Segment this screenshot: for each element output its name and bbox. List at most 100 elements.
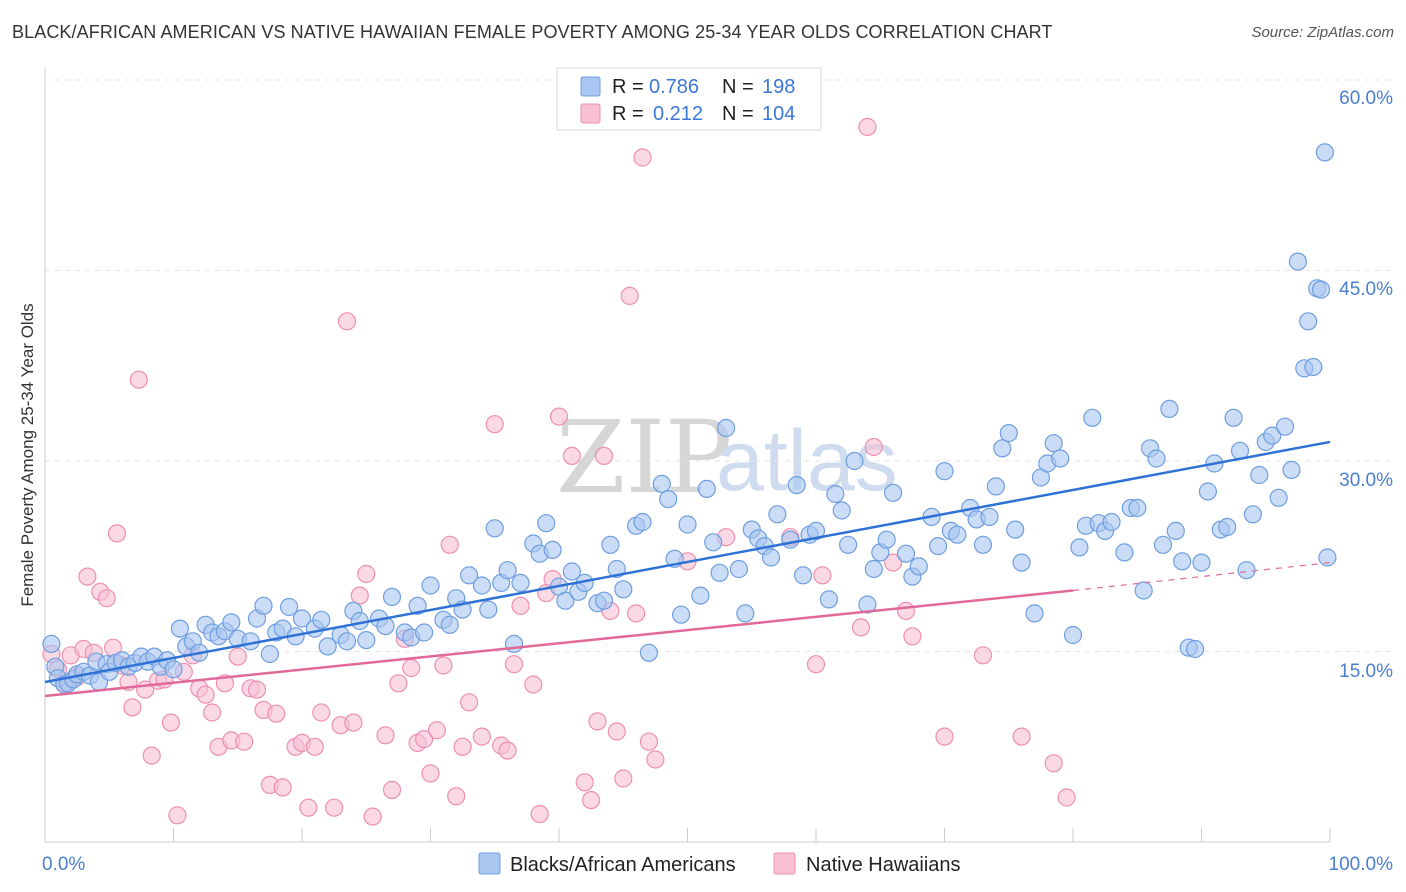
blacks-african-americans-point-102 [761, 548, 781, 567]
native-hawaiians-point-81 [607, 722, 626, 741]
blacks-african-americans-point-105 [787, 476, 806, 495]
legend-blue-swatch [478, 852, 501, 875]
blacks-african-americans-point-147 [1102, 512, 1121, 532]
native-hawaiians-point-31 [235, 732, 254, 751]
native-hawaiians-point-70 [524, 675, 543, 694]
source-label: Source: ZipAtlas.com [1251, 24, 1394, 41]
blacks-african-americans-point-62 [460, 566, 479, 585]
blacks-african-americans-point-172 [1269, 488, 1288, 507]
blacks-african-americans-point-126 [948, 525, 967, 544]
blacks-african-americans-point-113 [845, 451, 864, 471]
blacks-african-americans-point-178 [1304, 357, 1323, 377]
blacks-african-americans-point-93 [697, 479, 716, 498]
blacks-african-americans-point-160 [1192, 553, 1211, 572]
blacks-african-americans-point-94 [704, 533, 723, 552]
blacks-african-americans-point-155 [1160, 399, 1179, 418]
series-blacks-african-americans [42, 143, 1337, 694]
blacks-african-americans-point-169 [1250, 465, 1269, 485]
native-hawaiians-point-82 [614, 769, 633, 788]
blacks-african-americans-point-67 [498, 561, 517, 580]
native-hawaiians-point-45 [337, 312, 357, 331]
blacks-african-americans-point-31 [222, 613, 241, 632]
native-hawaiians-point-64 [472, 727, 491, 746]
blacks-african-americans-point-171 [1263, 426, 1282, 445]
native-hawaiians-point-48 [357, 564, 376, 584]
blacks-african-americans-point-36 [260, 644, 279, 664]
native-hawaiians-point-96 [883, 553, 903, 572]
native-hawaiians-point-40 [299, 798, 318, 817]
native-hawaiians-point-86 [639, 732, 659, 751]
native-hawaiians-point-17 [142, 746, 161, 765]
blacks-african-americans-point-72 [537, 514, 556, 533]
native-hawaiians-point-83 [620, 286, 639, 305]
native-hawaiians-point-77 [581, 790, 601, 810]
blacks-african-americans-point-86 [639, 643, 659, 662]
blacks-african-americans-point-182 [1318, 548, 1337, 567]
blacks-african-americans-point-46 [337, 632, 357, 651]
blacks-african-americans-point-173 [1275, 417, 1295, 436]
blacks-african-americans-point-55 [408, 596, 427, 615]
blacks-african-americans-point-153 [1147, 449, 1166, 468]
blacks-african-americans-point-124 [935, 462, 954, 481]
blacks-african-americans-point-168 [1243, 505, 1263, 524]
blacks-african-americans-point-63 [472, 576, 491, 595]
native-hawaiians-point-37 [273, 778, 292, 797]
native-hawaiians-point-56 [415, 729, 434, 749]
native-hawaiians-point-43 [325, 798, 344, 817]
blacks-african-americans-point-180 [1311, 280, 1331, 299]
y-tick-label-60: 60.0% [1339, 88, 1393, 109]
blacks-african-americans-point-165 [1224, 408, 1243, 427]
blacks-african-americans-point-154 [1153, 535, 1173, 554]
blacks-african-americans-point-141 [1063, 625, 1083, 645]
blacks-african-americans-point-64 [479, 600, 498, 619]
blacks-african-americans-point-139 [1044, 434, 1063, 453]
blacks-african-americans-point-75 [556, 591, 575, 610]
native-hawaiians-point-67 [498, 741, 517, 760]
native-hawaiians-point-57 [421, 764, 440, 783]
trend-lines [44, 440, 1331, 698]
native-hawaiians-point-21 [168, 806, 187, 825]
blacks-african-americans-point-83 [614, 580, 633, 599]
blacks-african-americans-point-87 [652, 474, 671, 493]
native-hawaiians-point-42 [312, 703, 331, 722]
x-axis-ticks [173, 828, 1331, 842]
native-hawaiians-point-61 [447, 787, 466, 806]
native-hawaiians-point-11 [107, 524, 127, 543]
native-hawaiians-point-49 [363, 807, 382, 826]
blacks-african-americans-point-118 [883, 483, 903, 502]
native-hawaiians-point-33 [247, 680, 267, 699]
native-hawaiians-point-87 [646, 750, 665, 769]
blue-r-value: 0.786 [649, 76, 699, 98]
blacks-african-americans-point-175 [1288, 252, 1308, 271]
blacks-african-americans-point-59 [440, 615, 459, 634]
native-hawaiians-point-97 [896, 601, 916, 621]
native-hawaiians-point-9 [97, 589, 116, 608]
pink-r-value: 0.212 [653, 103, 703, 125]
blacks-african-americans-point-140 [1051, 449, 1070, 468]
stats-legend-box [556, 67, 822, 131]
y-axis-label: Female Poverty Among 25-34 Year Olds [18, 303, 37, 606]
native-hawaiians-point-52 [389, 674, 408, 693]
blacks-african-americans-point-52 [382, 587, 402, 607]
blacks-african-americans-point-167 [1237, 561, 1256, 580]
blue-n-label: N = [722, 76, 754, 98]
blacks-african-americans-point-151 [1134, 581, 1153, 600]
blacks-african-americans-point-133 [999, 424, 1018, 443]
blacks-african-americans-point-129 [973, 535, 993, 554]
blacks-african-americans-point-112 [838, 535, 858, 554]
blacks-african-americans-point-69 [511, 573, 530, 593]
native-hawaiians-point-20 [161, 713, 180, 732]
blue-n-value: 198 [762, 76, 795, 98]
blacks-african-americans-point-68 [504, 634, 524, 654]
native-hawaiians-point-58 [427, 721, 446, 740]
native-hawaiians-point-79 [594, 446, 614, 465]
series-native-hawaiians [42, 117, 1076, 826]
native-hawaiians-point-15 [129, 370, 148, 389]
native-hawaiians-point-6 [78, 567, 97, 586]
blacks-african-americans-point-157 [1173, 552, 1192, 571]
blacks-african-americans-point-96 [716, 418, 736, 438]
blacks-african-americans-point-110 [826, 484, 845, 504]
blacks-african-americans-point-80 [594, 591, 614, 610]
blacks-african-americans-point-95 [710, 563, 729, 582]
